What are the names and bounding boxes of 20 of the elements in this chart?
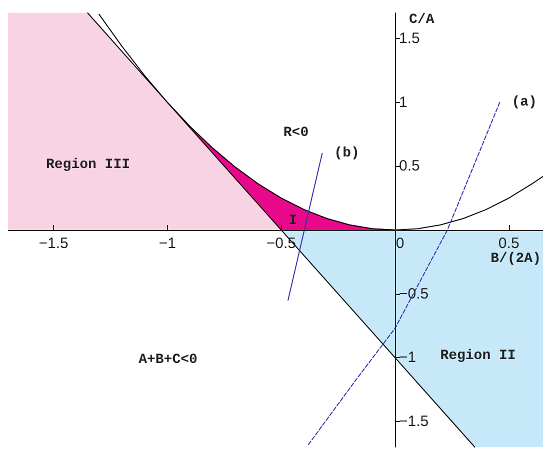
x-axis-title: B/(2A) [490, 251, 541, 267]
y-tick-label: 1 [399, 94, 408, 111]
y-tick-label: −0.5 [399, 285, 429, 302]
x-tick-label: −1.5 [38, 235, 68, 252]
x-tick-label: 0 [396, 235, 404, 252]
annotation: I [288, 213, 298, 229]
y-axis-title: C/A [409, 12, 435, 28]
y-tick-label: −1.5 [399, 412, 429, 430]
x-tick-label: −0.5 [266, 235, 296, 252]
y-tick-label: 0.5 [399, 158, 420, 175]
y-tick-label: −1 [399, 349, 416, 366]
x-tick-label: 0.5 [498, 235, 520, 252]
annotation: R<0 [283, 125, 309, 141]
annotation: A+B+C<0 [138, 352, 198, 368]
annotation: Region II [440, 348, 516, 364]
annotation: Region III [46, 157, 130, 173]
x-tick-label: −1 [158, 235, 176, 252]
series-label: (a) [512, 94, 537, 110]
y-tick-label: 1.5 [399, 30, 420, 48]
series-label: (b) [334, 145, 360, 162]
